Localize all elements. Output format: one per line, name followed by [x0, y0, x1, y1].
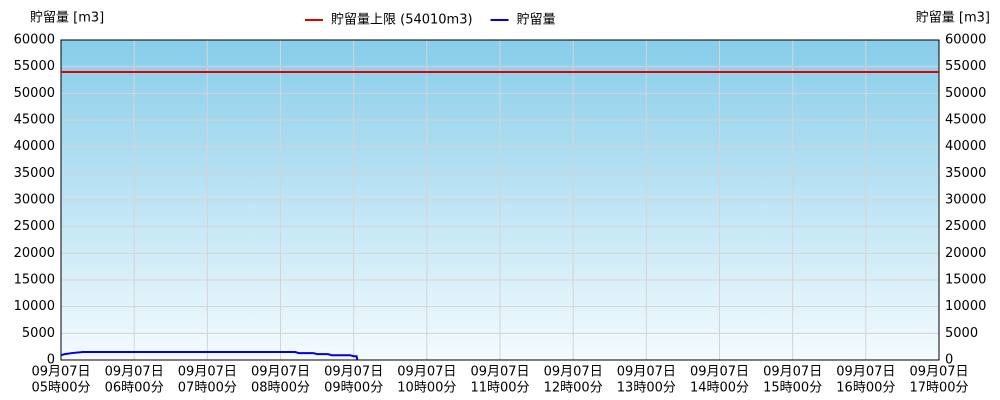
x-tick-label: 09月07日 [178, 365, 237, 380]
y2-tick-label: 40000 [945, 139, 986, 154]
y-tick-label: 60000 [14, 33, 55, 48]
y2-tick-label: 60000 [945, 33, 986, 48]
x-tick-label: 09月07日 [544, 365, 603, 380]
y2-tick-label: 20000 [945, 246, 986, 261]
x-tick-label: 10時00分 [397, 381, 456, 396]
y-tick-label: 45000 [14, 113, 55, 128]
y2-tick-label: 50000 [945, 86, 986, 101]
y2-tick-label: 0 [945, 353, 953, 368]
x-tick-label: 09時00分 [324, 381, 383, 396]
y-tick-label: 35000 [14, 166, 55, 181]
x-tick-label: 07時00分 [178, 381, 237, 396]
x-tick-label: 09月07日 [909, 365, 968, 380]
y-tick-label: 15000 [14, 273, 55, 288]
x-tick-label: 09月07日 [397, 365, 456, 380]
x-tick-label: 13時00分 [617, 381, 676, 396]
plot-border [60, 39, 940, 361]
y-tick-label: 50000 [14, 86, 55, 101]
y-tick-label: 30000 [14, 193, 55, 208]
x-tick-label: 09月07日 [836, 365, 895, 380]
y2-tick-label: 5000 [945, 326, 978, 341]
x-tick-label: 09月07日 [617, 365, 676, 380]
x-tick-label: 09月07日 [324, 365, 383, 380]
x-tick-label: 16時00分 [836, 381, 895, 396]
y2-axis-title: 貯留量 [m3] [916, 11, 990, 26]
x-tick-label: 06時00分 [105, 381, 164, 396]
x-tick-label: 05時00分 [31, 381, 90, 396]
x-tick-label: 09月07日 [31, 365, 90, 380]
y2-tick-label: 35000 [945, 166, 986, 181]
y-tick-label: 10000 [14, 299, 55, 314]
y-tick-label: 20000 [14, 246, 55, 261]
y2-tick-label: 55000 [945, 59, 986, 74]
y-tick-label: 55000 [14, 59, 55, 74]
y-tick-label: 5000 [22, 326, 55, 341]
y2-tick-label: 10000 [945, 299, 986, 314]
x-tick-label: 12時00分 [544, 381, 603, 396]
legend-label: 貯留量上限 (54010m3) [331, 13, 473, 28]
x-tick-label: 09月07日 [763, 365, 822, 380]
x-tick-label: 09月07日 [690, 365, 749, 380]
y2-tick-label: 30000 [945, 193, 986, 208]
y-tick-label: 0 [47, 353, 55, 368]
x-tick-label: 09月07日 [251, 365, 310, 380]
y-tick-label: 40000 [14, 139, 55, 154]
x-tick-label: 17時00分 [909, 381, 968, 396]
y2-tick-label: 25000 [945, 219, 986, 234]
y-axis-title: 貯留量 [m3] [30, 11, 104, 26]
legend-label: 貯留量 [517, 13, 556, 28]
x-tick-label: 09月07日 [105, 365, 164, 380]
x-tick-label: 14時00分 [690, 381, 749, 396]
x-tick-label: 15時00分 [763, 381, 822, 396]
x-tick-label: 11時00分 [470, 381, 529, 396]
x-tick-label: 09月07日 [470, 365, 529, 380]
y2-tick-label: 45000 [945, 113, 986, 128]
x-tick-label: 08時00分 [251, 381, 310, 396]
data-line [60, 351, 359, 361]
y-tick-label: 25000 [14, 219, 55, 234]
y2-tick-label: 15000 [945, 273, 986, 288]
